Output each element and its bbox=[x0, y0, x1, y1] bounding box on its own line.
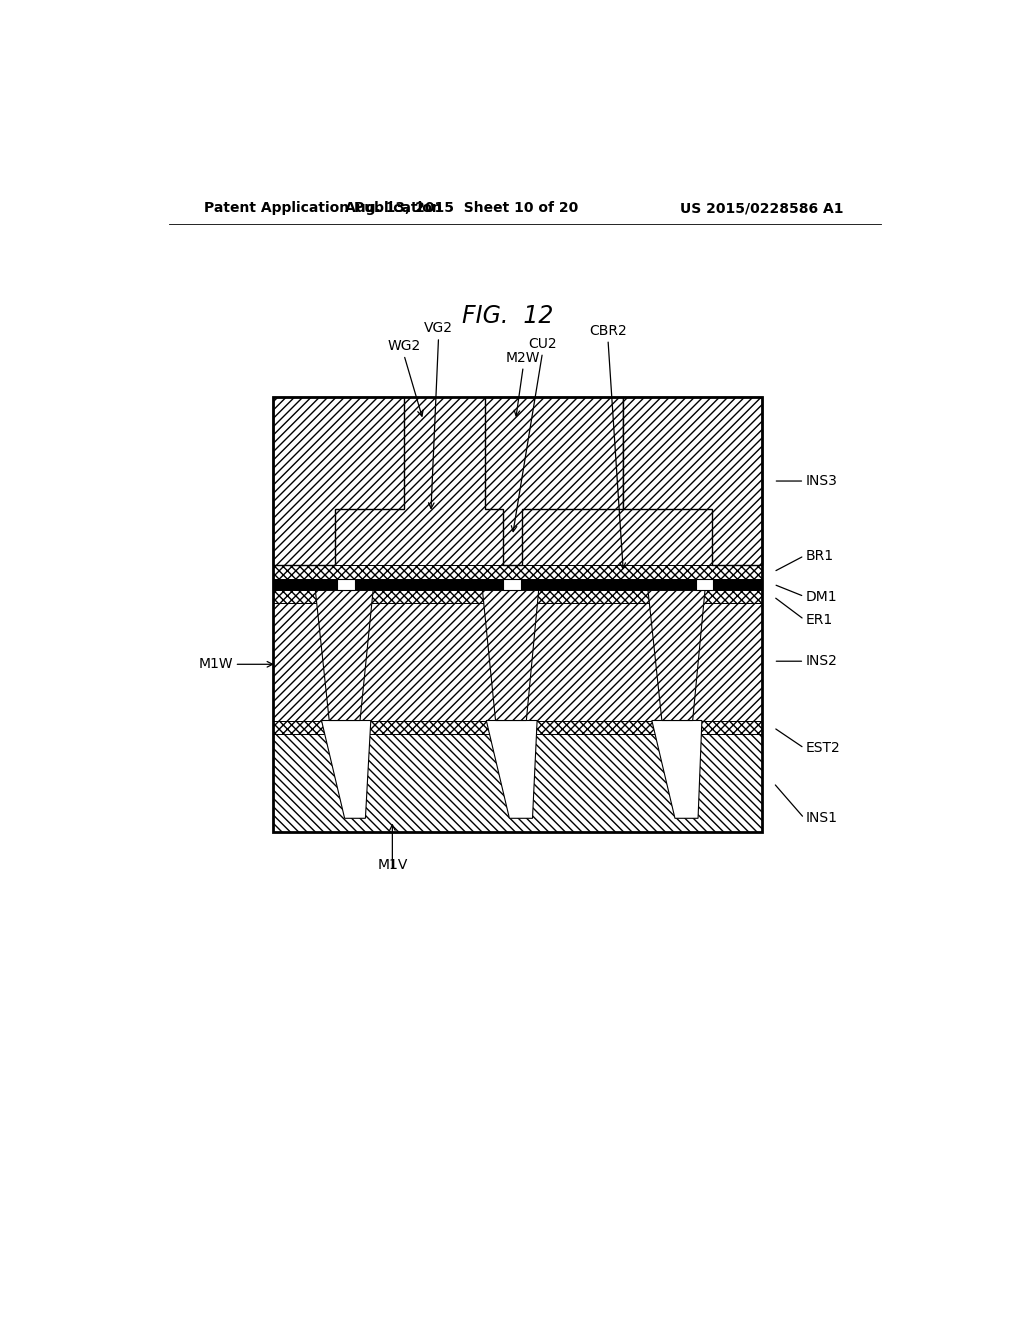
Polygon shape bbox=[486, 721, 538, 818]
Bar bbox=[695, 579, 713, 590]
Polygon shape bbox=[482, 590, 539, 721]
Bar bbox=[337, 579, 355, 590]
Text: CBR2: CBR2 bbox=[589, 323, 627, 338]
Text: VG2: VG2 bbox=[424, 322, 453, 335]
Bar bbox=[273, 590, 762, 603]
Text: CU2: CU2 bbox=[528, 337, 557, 351]
Polygon shape bbox=[648, 590, 705, 721]
Bar bbox=[273, 397, 762, 565]
Text: M1V: M1V bbox=[377, 858, 408, 873]
Text: M2W: M2W bbox=[506, 351, 541, 364]
Text: FIG.  12: FIG. 12 bbox=[462, 304, 554, 329]
Text: INS2: INS2 bbox=[806, 655, 838, 668]
Text: DM1: DM1 bbox=[806, 590, 838, 603]
Text: EST2: EST2 bbox=[806, 742, 841, 755]
Polygon shape bbox=[315, 590, 373, 721]
Bar bbox=[503, 579, 521, 590]
Bar bbox=[273, 579, 762, 590]
Text: INS1: INS1 bbox=[806, 812, 838, 825]
Bar bbox=[273, 734, 762, 832]
Text: ER1: ER1 bbox=[806, 612, 834, 627]
Bar bbox=[273, 603, 762, 721]
Text: M1W: M1W bbox=[199, 657, 233, 672]
Bar bbox=[273, 397, 762, 832]
Polygon shape bbox=[273, 397, 403, 565]
Text: BR1: BR1 bbox=[806, 549, 834, 562]
Polygon shape bbox=[652, 721, 701, 818]
Polygon shape bbox=[322, 721, 371, 818]
Text: Patent Application Publication: Patent Application Publication bbox=[204, 202, 441, 215]
Text: Aug. 13, 2015  Sheet 10 of 20: Aug. 13, 2015 Sheet 10 of 20 bbox=[345, 202, 579, 215]
Text: US 2015/0228586 A1: US 2015/0228586 A1 bbox=[680, 202, 844, 215]
Bar bbox=[273, 721, 762, 734]
Polygon shape bbox=[484, 397, 624, 565]
Text: WG2: WG2 bbox=[387, 339, 421, 354]
Bar bbox=[273, 565, 762, 579]
Polygon shape bbox=[624, 397, 762, 565]
Text: INS3: INS3 bbox=[806, 474, 838, 488]
